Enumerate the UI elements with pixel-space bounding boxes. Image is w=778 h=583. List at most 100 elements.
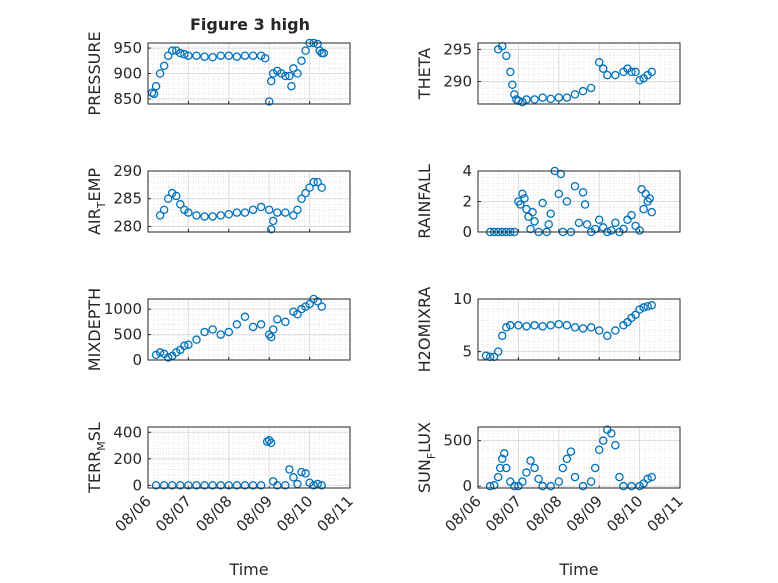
y-tick-label: 0 <box>132 351 142 369</box>
data-point <box>570 323 580 332</box>
y-tick-label: 850 <box>113 90 142 108</box>
data-point <box>313 297 322 306</box>
data-point <box>264 205 274 215</box>
data-point <box>176 48 185 58</box>
data-point <box>305 183 314 192</box>
data-point <box>578 188 588 197</box>
data-point <box>159 481 169 490</box>
data-point <box>647 301 656 310</box>
data-point <box>647 67 656 77</box>
data-point <box>224 51 234 60</box>
data-point <box>216 481 225 490</box>
data-point <box>516 200 525 209</box>
data-point <box>635 75 644 85</box>
data-point <box>645 194 654 203</box>
data-point <box>530 95 539 104</box>
data-point <box>631 67 640 77</box>
data-point <box>289 473 298 482</box>
data-point <box>192 211 201 220</box>
data-point <box>301 188 310 198</box>
y-tick-label: 200 <box>113 450 142 468</box>
data-point <box>586 477 596 486</box>
data-point <box>538 93 547 102</box>
data-point <box>268 216 278 226</box>
data-point <box>518 189 527 199</box>
data-point <box>216 211 225 220</box>
data-markers <box>485 166 656 237</box>
data-point <box>627 481 636 491</box>
data-point <box>262 437 272 446</box>
data-point <box>530 321 539 330</box>
data-point <box>285 465 294 474</box>
data-point <box>514 321 523 330</box>
data-point <box>603 331 612 341</box>
data-point <box>159 205 169 215</box>
data-point <box>208 325 217 334</box>
x-axis-label: Time <box>228 560 268 579</box>
data-point <box>285 71 294 81</box>
data-point <box>510 90 519 99</box>
y-tick-label: 290 <box>113 162 142 180</box>
data-point <box>155 69 165 78</box>
data-point <box>232 208 242 217</box>
data-point <box>582 220 592 229</box>
data-point <box>554 189 564 199</box>
data-point <box>151 481 161 490</box>
data-point <box>293 309 302 319</box>
data-point <box>273 481 282 490</box>
data-point <box>562 197 572 206</box>
data-point <box>240 208 250 217</box>
y-axis-label: MIXDEPTH <box>85 288 104 371</box>
data-point <box>260 54 270 63</box>
data-point <box>216 51 225 60</box>
data-point <box>224 481 234 490</box>
data-point <box>627 67 636 77</box>
data-markers <box>147 38 328 106</box>
y-tick-label: 500 <box>113 326 142 344</box>
data-point <box>578 86 588 96</box>
data-point <box>200 52 209 61</box>
subplot-pressure: 850 900 950 PRESSURE <box>85 31 351 116</box>
data-point <box>566 447 576 456</box>
data-point <box>497 454 507 464</box>
data-point <box>172 191 181 201</box>
data-point <box>530 463 539 473</box>
data-point <box>264 330 274 339</box>
data-point <box>607 429 616 438</box>
axes-box <box>147 426 351 489</box>
data-point <box>305 299 314 309</box>
data-point <box>163 194 173 203</box>
data-point <box>232 320 242 329</box>
data-point <box>611 440 620 450</box>
minor-grid <box>148 299 350 361</box>
data-point <box>495 463 505 473</box>
data-point <box>526 456 535 465</box>
y-tick-label: 295 <box>443 40 472 58</box>
data-point <box>293 205 302 215</box>
data-point <box>200 327 209 337</box>
data-point <box>266 438 276 448</box>
data-point <box>180 341 189 351</box>
data-point <box>607 226 616 235</box>
data-point <box>208 52 217 62</box>
data-point <box>502 463 511 473</box>
data-point <box>522 468 531 477</box>
data-markers <box>155 177 326 234</box>
axes-box <box>477 42 681 105</box>
data-point <box>248 322 258 332</box>
data-point <box>546 94 555 104</box>
data-point <box>518 477 527 486</box>
data-point <box>526 224 535 234</box>
data-point <box>586 83 596 93</box>
data-point <box>497 331 507 341</box>
data-point <box>297 194 306 203</box>
data-point <box>313 177 322 187</box>
data-point <box>319 48 328 58</box>
data-point <box>224 327 234 337</box>
y-axis-label: PRESSURE <box>85 31 104 115</box>
data-point <box>240 312 250 322</box>
data-point <box>546 209 555 218</box>
data-point <box>192 335 201 344</box>
y-tick-label: 2 <box>462 193 472 211</box>
